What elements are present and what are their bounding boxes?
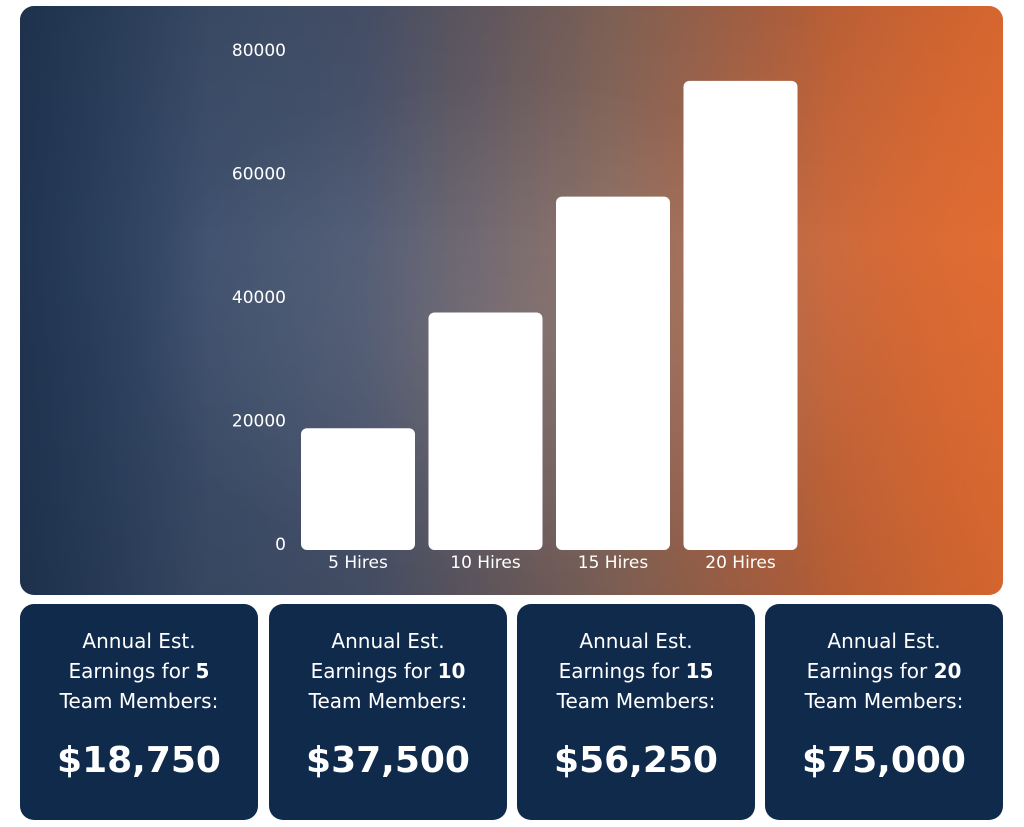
card-line2: Earnings for 15 (558, 659, 714, 683)
bar-5-hires (301, 428, 415, 550)
earnings-card-10: Annual Est. Earnings for 10 Team Members… (269, 604, 507, 820)
card-value: $37,500 (306, 740, 470, 781)
bars (301, 80, 798, 550)
card-value: $75,000 (802, 740, 966, 781)
card-line3: Team Members: (308, 689, 468, 713)
card-description: Annual Est. Earnings for 10 Team Members… (269, 626, 507, 716)
y-tick-label: 60000 (232, 165, 286, 185)
card-line3: Team Members: (59, 689, 219, 713)
earnings-card-15: Annual Est. Earnings for 15 Team Members… (517, 604, 755, 820)
earnings-card-5: Annual Est. Earnings for 5 Team Members:… (20, 604, 258, 820)
card-line2: Earnings for 20 (806, 659, 962, 683)
y-tick-label: 20000 (232, 412, 286, 432)
card-description: Annual Est. Earnings for 20 Team Members… (765, 626, 1003, 716)
card-line1: Annual Est. (82, 629, 196, 653)
bar-10-hires (428, 312, 543, 550)
y-axis: 80000 60000 40000 20000 0 (232, 41, 286, 555)
card-count: 5 (195, 659, 210, 683)
card-value: $18,750 (57, 740, 221, 781)
x-tick-label: 15 Hires (578, 553, 649, 573)
card-line2: Earnings for 5 (68, 659, 210, 683)
card-description: Annual Est. Earnings for 15 Team Members… (517, 626, 755, 716)
y-tick-label: 40000 (232, 288, 286, 308)
card-value: $56,250 (554, 740, 718, 781)
x-tick-label: 10 Hires (450, 553, 521, 573)
card-description: Annual Est. Earnings for 5 Team Members: (20, 626, 258, 716)
card-line1: Annual Est. (579, 629, 693, 653)
background-photo-right-shade (803, 6, 1003, 595)
bar-20-hires (683, 80, 798, 550)
bar-15-hires (556, 196, 670, 550)
card-line3: Team Members: (556, 689, 716, 713)
card-line1: Annual Est. (331, 629, 445, 653)
bar-chart: 80000 60000 40000 20000 0 5 Hires 10 Hires 15 … (232, 41, 798, 573)
card-line1: Annual Est. (827, 629, 941, 653)
card-line3: Team Members: (804, 689, 964, 713)
card-count: 10 (437, 659, 466, 683)
y-tick-label: 80000 (232, 41, 286, 61)
background-photo-left-shade (20, 6, 210, 595)
x-axis: 5 Hires 10 Hires 15 Hires 20 Hires (328, 553, 776, 573)
card-count: 15 (685, 659, 714, 683)
x-tick-label: 20 Hires (705, 553, 776, 573)
chart-panel: 80000 60000 40000 20000 0 5 Hires 10 Hires 15 … (20, 6, 1003, 595)
x-tick-label: 5 Hires (328, 553, 388, 573)
y-tick-label: 0 (275, 535, 286, 555)
card-count: 20 (933, 659, 962, 683)
earnings-card-20: Annual Est. Earnings for 20 Team Members… (765, 604, 1003, 820)
card-line2: Earnings for 10 (310, 659, 466, 683)
